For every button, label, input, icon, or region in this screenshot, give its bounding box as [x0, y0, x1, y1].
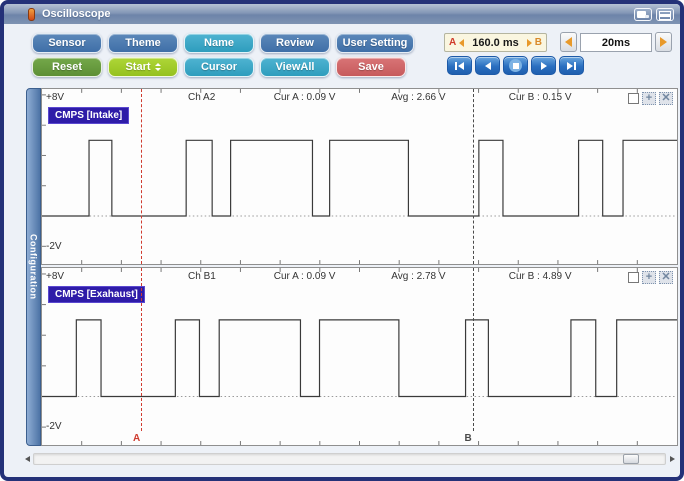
cursor-b-line[interactable] — [472, 268, 474, 431]
cursor-a-axis-label: A — [133, 433, 141, 444]
cursor-b-axis-label: B — [464, 433, 472, 444]
toolbar: Sensor Theme Name Review User Setting Re… — [4, 24, 680, 88]
play-forward-button[interactable] — [531, 56, 556, 75]
cursor-a-label: A — [449, 37, 457, 48]
main-area: Configuration +8V Ch A2 Cur A : 0.09 V A… — [4, 88, 680, 477]
channel-a-cursor-b-value: Cur B : 0.15 V — [508, 92, 572, 103]
title-bar[interactable]: Oscilloscope — [4, 4, 680, 24]
spinner-updown-icon — [154, 63, 161, 71]
start-button[interactable]: Start — [108, 57, 178, 77]
channel-b-zoom-button[interactable]: + — [642, 271, 656, 284]
toolbar-row-2: Reset Start Cursor ViewAll Save — [32, 57, 406, 77]
configuration-tab[interactable]: Configuration — [26, 88, 41, 446]
minimize-button[interactable] — [656, 7, 674, 21]
screen-dot-icon — [645, 14, 649, 18]
window-title: Oscilloscope — [42, 8, 111, 20]
configuration-tab-label: Configuration — [28, 234, 39, 300]
channel-a-name: Ch A2 — [188, 92, 216, 103]
channel-b-panel: +8V Ch B1 Cur A : 0.09 V Avg : 2.78 V Cu… — [41, 267, 678, 446]
cursor-a-line[interactable] — [141, 268, 143, 431]
timebase-increase-button[interactable] — [655, 32, 672, 52]
arrow-right-icon — [526, 38, 532, 47]
cursor-b-line[interactable] — [472, 89, 474, 264]
scroll-right-icon — [669, 455, 675, 462]
scroll-left-icon — [24, 455, 30, 462]
skip-start-button[interactable] — [447, 56, 472, 75]
theme-button[interactable]: Theme — [108, 33, 178, 53]
channel-a-cursor-a-value: Cur A : 0.09 V — [273, 92, 336, 103]
cursor-b-label: B — [534, 37, 542, 48]
stop-icon — [512, 62, 519, 69]
waveform-channel-b — [42, 268, 677, 445]
user-setting-button[interactable]: User Setting — [336, 33, 414, 53]
channel-a-panel: +8V Ch A2 Cur A : 0.09 V Avg : 2.66 V Cu… — [41, 88, 678, 265]
review-button[interactable]: Review — [260, 33, 330, 53]
timebase-value[interactable]: 20ms — [580, 33, 652, 52]
name-button[interactable]: Name — [184, 33, 254, 53]
channel-a-vmin-label: -2V — [46, 241, 62, 252]
scroll-right-button[interactable] — [666, 452, 678, 465]
channel-b-sensor-badge: CMPS [Exahaust] — [48, 286, 145, 303]
sensor-button[interactable]: Sensor — [32, 33, 102, 53]
bar-icon — [574, 61, 576, 70]
reset-button[interactable]: Reset — [32, 57, 102, 77]
stop-button[interactable] — [503, 56, 528, 75]
channel-a-vmax-label: +8V — [46, 92, 65, 103]
channel-b-controls: + ✕ — [628, 271, 673, 284]
timebase-decrease-button[interactable] — [560, 32, 577, 52]
channel-a-controls: + ✕ — [628, 92, 673, 105]
channel-b-close-button[interactable]: ✕ — [659, 271, 673, 284]
stop-circle — [509, 59, 522, 72]
channel-panels: +8V Ch A2 Cur A : 0.09 V Avg : 2.66 V Cu… — [24, 88, 678, 477]
bar-icon — [455, 61, 457, 70]
horizontal-scrollbar — [21, 451, 678, 466]
cursor-button[interactable]: Cursor — [184, 57, 254, 77]
arrow-left-icon — [459, 38, 465, 47]
scrollbar-thumb[interactable] — [623, 453, 639, 464]
channel-b-cursor-b-value: Cur B : 4.89 V — [508, 271, 572, 282]
step-forward-icon — [567, 61, 573, 70]
channel-b-vmax-label: +8V — [46, 271, 65, 282]
minimize-icon — [659, 13, 671, 17]
channel-a-checkbox[interactable] — [628, 93, 639, 104]
channel-a-sensor-badge: CMPS [Intake] — [48, 107, 130, 124]
channel-b-cursor-a-value: Cur A : 0.09 V — [273, 271, 336, 282]
scrollbar-track[interactable] — [33, 452, 666, 465]
channel-a-zoom-button[interactable]: + — [642, 92, 656, 105]
play-icon — [540, 61, 547, 70]
screen-icon — [637, 10, 646, 18]
channel-a-average-value: Avg : 2.66 V — [391, 92, 446, 103]
app-icon — [28, 7, 35, 21]
play-back-icon — [484, 61, 491, 70]
arrow-left-icon — [565, 37, 572, 47]
play-backward-button[interactable] — [475, 56, 500, 75]
arrow-right-icon — [660, 37, 667, 47]
start-button-label: Start — [125, 61, 151, 73]
channel-b-name: Ch B1 — [188, 271, 216, 282]
channel-b-vmin-label: -2V — [46, 421, 62, 432]
step-back-icon — [458, 61, 464, 70]
screen-mode-button[interactable] — [634, 7, 652, 21]
save-button[interactable]: Save — [336, 57, 406, 77]
skip-end-button[interactable] — [559, 56, 584, 75]
scroll-left-button[interactable] — [21, 452, 33, 465]
channel-b-checkbox[interactable] — [628, 272, 639, 283]
toolbar-row-1: Sensor Theme Name Review User Setting — [32, 33, 414, 53]
viewall-button[interactable]: ViewAll — [260, 57, 330, 77]
time-range-value: 160.0 ms — [472, 36, 519, 49]
playback-controls — [447, 56, 584, 75]
channel-b-average-value: Avg : 2.78 V — [391, 271, 446, 282]
window-inner: Oscilloscope Sensor Theme Name Review Us… — [4, 4, 680, 477]
cursor-a-line[interactable] — [141, 89, 143, 264]
waveform-channel-a — [42, 89, 677, 264]
cursor-time-range-display: A 160.0 ms B — [444, 33, 547, 52]
channel-a-close-button[interactable]: ✕ — [659, 92, 673, 105]
